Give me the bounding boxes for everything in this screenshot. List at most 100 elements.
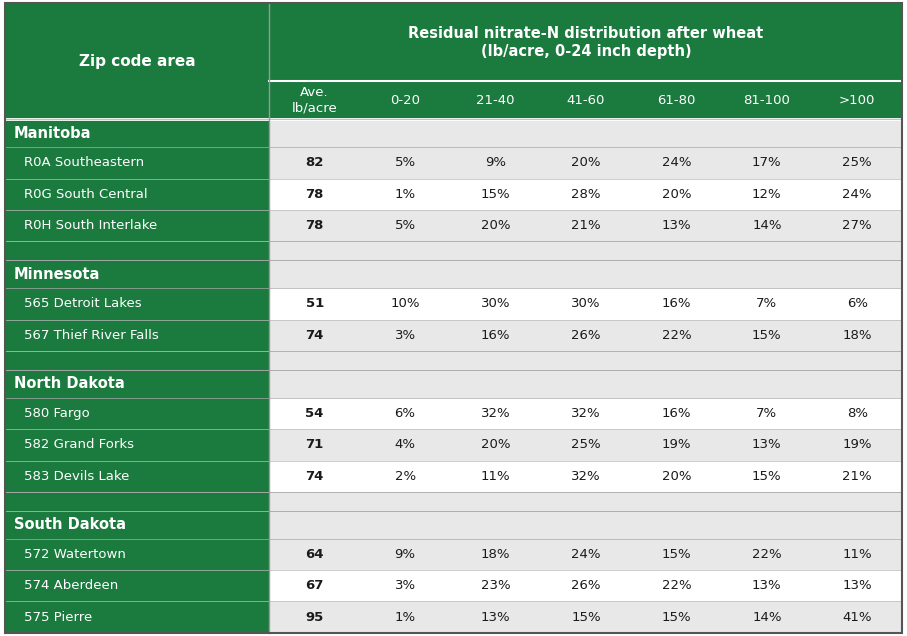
Text: 32%: 32% [481, 407, 511, 420]
Text: 27%: 27% [843, 219, 872, 232]
Text: 26%: 26% [571, 579, 600, 592]
Text: 82: 82 [306, 156, 324, 169]
Text: 20%: 20% [571, 156, 600, 169]
Text: 5%: 5% [395, 156, 415, 169]
Text: Minnesota: Minnesota [14, 266, 100, 282]
Text: >100: >100 [839, 93, 875, 107]
Text: 572 Watertown: 572 Watertown [24, 548, 126, 561]
Bar [5, 429, 269, 460]
Text: 13%: 13% [481, 611, 511, 624]
Text: 15%: 15% [481, 188, 511, 201]
Text: 20%: 20% [481, 438, 511, 452]
Bar [269, 570, 902, 602]
Text: 51: 51 [306, 298, 324, 310]
Bar [5, 460, 269, 492]
Bar [5, 319, 269, 351]
Text: 18%: 18% [481, 548, 511, 561]
Bar [269, 288, 902, 319]
Bar [5, 492, 269, 511]
Bar [5, 288, 269, 319]
Text: 20%: 20% [661, 470, 691, 483]
Text: 15%: 15% [752, 329, 782, 342]
Text: 13%: 13% [661, 219, 691, 232]
Text: 12%: 12% [752, 188, 782, 201]
Bar [269, 398, 902, 429]
Text: 23%: 23% [481, 579, 511, 592]
Text: 14%: 14% [752, 611, 782, 624]
Text: 6%: 6% [847, 298, 868, 310]
Text: 11%: 11% [481, 470, 511, 483]
Text: 13%: 13% [752, 438, 782, 452]
Text: 78: 78 [306, 219, 324, 232]
Text: 20%: 20% [481, 219, 511, 232]
Text: 74: 74 [306, 470, 324, 483]
Bar [5, 539, 269, 570]
Text: 24%: 24% [843, 188, 872, 201]
Text: 16%: 16% [481, 329, 511, 342]
Text: 582 Grand Forks: 582 Grand Forks [24, 438, 134, 452]
Text: 14%: 14% [752, 219, 782, 232]
Text: 28%: 28% [571, 188, 600, 201]
Bar [5, 602, 269, 633]
Text: 8%: 8% [847, 407, 868, 420]
Text: 565 Detroit Lakes: 565 Detroit Lakes [24, 298, 142, 310]
Text: 26%: 26% [571, 329, 600, 342]
Text: 32%: 32% [571, 470, 600, 483]
Bar [269, 539, 902, 570]
Text: 41%: 41% [843, 611, 872, 624]
Text: 24%: 24% [571, 548, 600, 561]
Text: 7%: 7% [756, 407, 777, 420]
Bar [5, 511, 269, 539]
Bar [269, 119, 902, 148]
Text: 580 Fargo: 580 Fargo [24, 407, 90, 420]
Bar [5, 148, 269, 179]
Text: 575 Pierre: 575 Pierre [24, 611, 93, 624]
Text: 95: 95 [306, 611, 324, 624]
Text: 18%: 18% [843, 329, 872, 342]
Text: 1%: 1% [395, 611, 415, 624]
Bar [269, 460, 902, 492]
Text: North Dakota: North Dakota [14, 377, 124, 391]
Text: 61-80: 61-80 [658, 93, 696, 107]
Text: 15%: 15% [571, 611, 600, 624]
Bar [269, 148, 902, 179]
Text: 24%: 24% [661, 156, 691, 169]
Bar [5, 179, 269, 210]
Text: R0G South Central: R0G South Central [24, 188, 148, 201]
Bar [269, 429, 902, 460]
Text: Residual nitrate-N distribution after wheat
(lb/acre, 0-24 inch depth): Residual nitrate-N distribution after wh… [408, 26, 764, 59]
Bar [5, 119, 269, 148]
Text: 15%: 15% [661, 548, 691, 561]
Text: 3%: 3% [395, 329, 415, 342]
Text: 0-20: 0-20 [390, 93, 420, 107]
Text: Ave.
lb/acre: Ave. lb/acre [292, 86, 337, 114]
Text: South Dakota: South Dakota [14, 517, 125, 532]
Bar [5, 241, 269, 260]
Text: 54: 54 [306, 407, 324, 420]
Bar [269, 602, 902, 633]
Text: 30%: 30% [481, 298, 511, 310]
Bar [269, 179, 902, 210]
Bar [269, 210, 902, 241]
Text: 22%: 22% [661, 579, 691, 592]
Text: 41-60: 41-60 [567, 93, 605, 107]
Text: 32%: 32% [571, 407, 600, 420]
Text: 22%: 22% [752, 548, 782, 561]
Text: 22%: 22% [661, 329, 691, 342]
Text: 574 Aberdeen: 574 Aberdeen [24, 579, 119, 592]
Text: 19%: 19% [661, 438, 691, 452]
Text: 7%: 7% [756, 298, 777, 310]
Text: 4%: 4% [395, 438, 415, 452]
Bar [5, 260, 269, 288]
Text: 25%: 25% [571, 438, 600, 452]
Text: 81-100: 81-100 [744, 93, 790, 107]
Text: 30%: 30% [571, 298, 600, 310]
Text: R0H South Interlake: R0H South Interlake [24, 219, 158, 232]
Text: 20%: 20% [661, 188, 691, 201]
Bar [269, 351, 902, 370]
Bar [5, 398, 269, 429]
Bar [5, 351, 269, 370]
Text: 9%: 9% [485, 156, 506, 169]
Text: 3%: 3% [395, 579, 415, 592]
Text: 15%: 15% [661, 611, 691, 624]
